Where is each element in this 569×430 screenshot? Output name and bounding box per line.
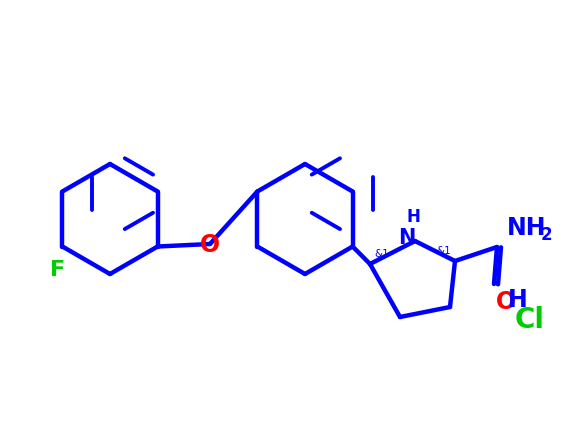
Text: H: H [406,208,420,225]
Text: O: O [496,289,516,313]
Text: 2: 2 [541,225,552,243]
Text: NH: NH [507,215,546,240]
Text: &1: &1 [436,246,451,255]
Text: O: O [200,233,220,256]
Text: H: H [508,287,528,311]
Text: F: F [50,259,65,279]
Text: Cl: Cl [515,305,545,333]
Text: N: N [398,227,416,247]
Text: &1: &1 [374,249,389,258]
